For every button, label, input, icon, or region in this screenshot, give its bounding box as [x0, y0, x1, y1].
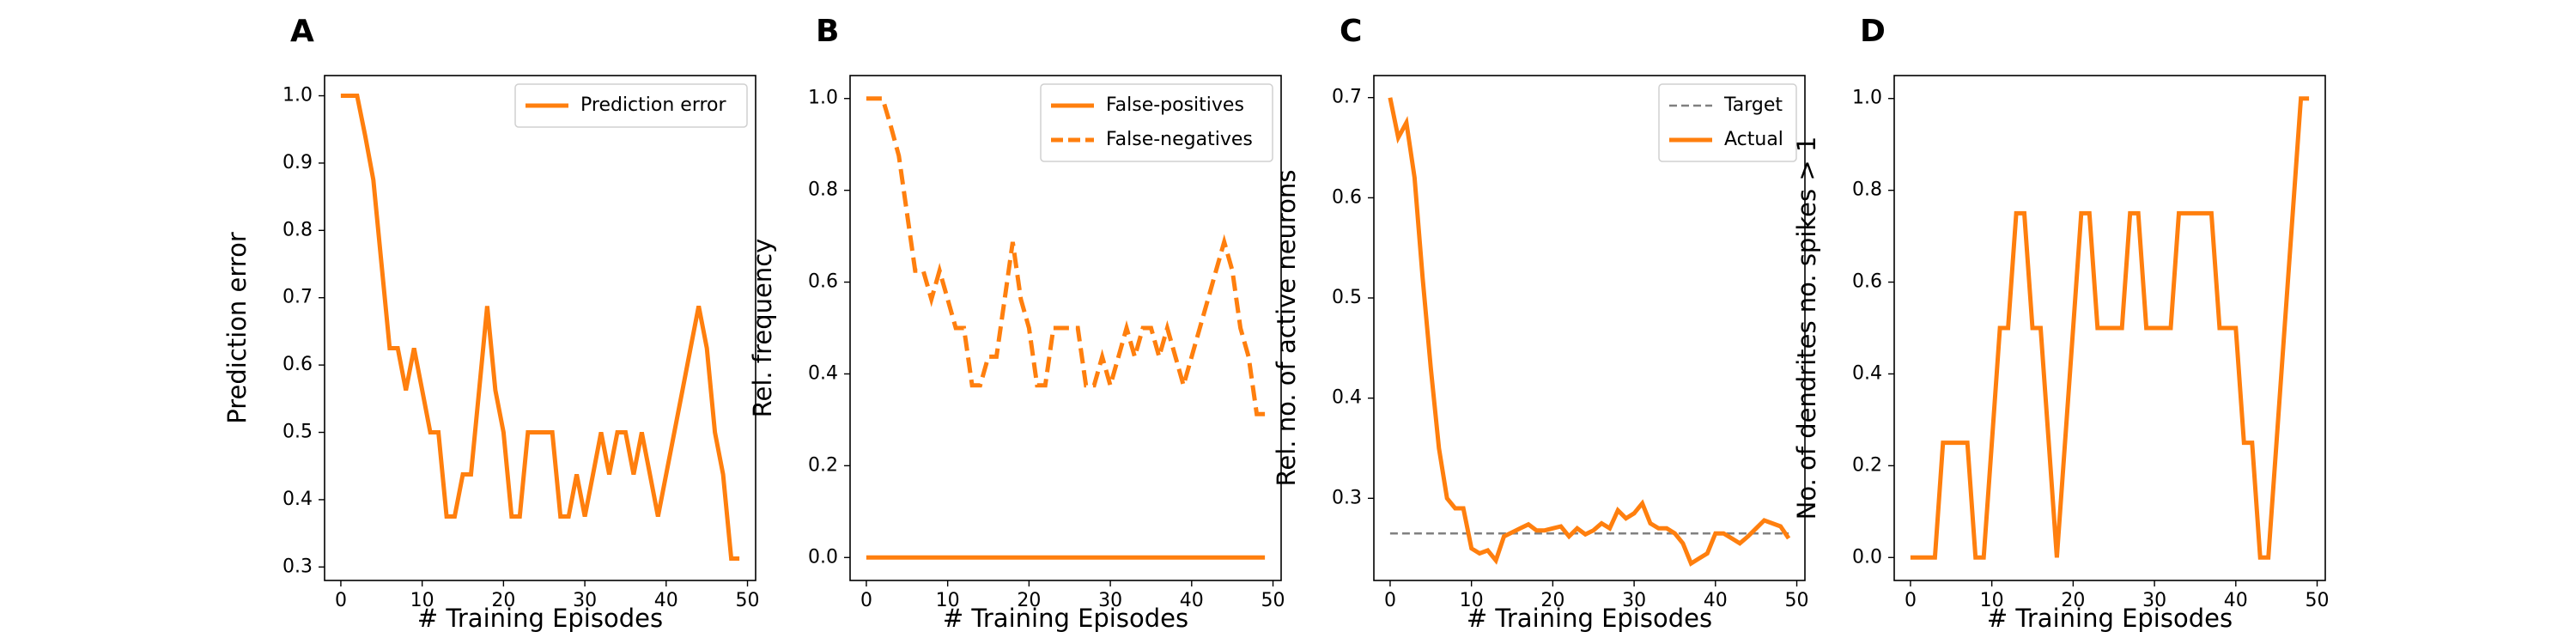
legend-label-c-0: Target	[1723, 94, 1783, 116]
y-tick-label-c: 0.4	[1332, 387, 1362, 409]
y-tick-label-b: 0.2	[808, 454, 838, 476]
legend-c: Target Actual	[1658, 83, 1797, 162]
x-tick-label-c: 10	[1460, 590, 1484, 611]
y-tick-label-a: 0.8	[283, 219, 313, 240]
x-tick-label-b: 30	[1098, 590, 1122, 611]
y-tick-label-d: 0.8	[1852, 179, 1882, 201]
y-tick-label-c: 0.5	[1332, 287, 1362, 308]
legend-b: False-positives False-negatives	[1040, 83, 1273, 162]
x-tick-label-b: 0	[860, 590, 872, 611]
series-line-b-1	[866, 96, 1266, 416]
y-tick-label-a: 0.5	[283, 422, 313, 443]
y-tick-label-a: 0.6	[283, 354, 313, 375]
panel-b: B 0 10 20 30 40 50 0.0 0.2 0.4 0.6 0.8 1.0 # Training…	[748, 14, 1285, 633]
x-tick-label-d: 10	[1980, 590, 2004, 611]
x-tick-label-a: 40	[654, 590, 678, 611]
legend-label-b-1: False-negatives	[1106, 129, 1253, 150]
legend-a: Prediction error	[514, 83, 748, 128]
panel-a: A 0 10 20 30 40 50 0.3 0.4 0.5 0.6 0.7 0.8 0.9 1.0 # Tr…	[222, 14, 760, 633]
x-tick-label-a: 0	[335, 590, 347, 611]
x-tick-label-d: 30	[2142, 590, 2166, 611]
x-axis-label-b: # Training Episodes	[943, 604, 1188, 633]
x-tick-label-c: 50	[1785, 590, 1809, 611]
axes-frame-a	[324, 75, 756, 581]
x-tick-label-d: 40	[2224, 590, 2248, 611]
x-tick-label-b: 50	[1261, 590, 1285, 611]
panel-letter-c: C	[1340, 14, 1362, 49]
panel-letter-a: A	[290, 14, 314, 49]
y-tick-label-c: 0.7	[1332, 87, 1362, 108]
legend-label-a-0: Prediction error	[580, 94, 726, 116]
x-tick-label-a: 10	[410, 590, 434, 611]
y-tick-label-a: 0.7	[283, 287, 313, 308]
y-tick-label-d: 0.4	[1852, 362, 1882, 384]
y-axis-label-b: Rel. frequency	[748, 239, 777, 418]
x-axis-label-d: # Training Episodes	[1987, 604, 2233, 633]
y-tick-label-b: 0.8	[808, 179, 838, 201]
x-tick-label-d: 20	[2061, 590, 2085, 611]
x-tick-label-d: 0	[1905, 590, 1917, 611]
y-tick-label-b: 0.6	[808, 271, 838, 293]
x-tick-label-d: 50	[2306, 590, 2330, 611]
x-tick-label-a: 50	[736, 590, 760, 611]
x-tick-label-c: 20	[1540, 590, 1564, 611]
x-tick-label-c: 30	[1622, 590, 1646, 611]
x-tick-label-a: 30	[573, 590, 597, 611]
series-line-d-0	[1910, 96, 2310, 560]
y-axis-label-d: No. of dendrites no. spikes > 1	[1792, 137, 1821, 520]
x-tick-label-b: 10	[936, 590, 960, 611]
x-axis-label-c: # Training Episodes	[1467, 604, 1712, 633]
y-tick-label-d: 0.6	[1852, 271, 1882, 293]
y-tick-label-b: 0.4	[808, 362, 838, 384]
legend-box-b	[1040, 83, 1273, 162]
y-tick-label-d: 0.2	[1852, 454, 1882, 476]
series-line-a-0	[340, 94, 740, 561]
y-tick-label-a: 0.3	[283, 556, 313, 577]
x-axis-label-a: # Training Episodes	[417, 604, 663, 633]
y-axis-label-a: Prediction error	[222, 232, 252, 424]
y-tick-label-a: 0.4	[283, 489, 313, 510]
panel-c: C 0 10 20 30 40 50 0.3 0.4 0.5 0.6 0.7 # Training Ep…	[1272, 14, 1809, 633]
legend-label-b-0: False-positives	[1106, 94, 1244, 116]
x-tick-label-c: 0	[1384, 590, 1396, 611]
series-line-c-1	[1388, 97, 1791, 567]
y-tick-label-c: 0.6	[1332, 186, 1362, 208]
x-tick-label-c: 40	[1704, 590, 1728, 611]
panel-letter-b: B	[816, 14, 839, 49]
y-axis-label-c: Rel. no. of active neurons	[1272, 170, 1301, 487]
y-tick-label-a: 1.0	[283, 85, 313, 106]
axes-frame-b	[849, 75, 1282, 581]
panel-letter-d: D	[1860, 14, 1886, 49]
x-tick-label-a: 20	[491, 590, 515, 611]
panel-d: D 0 10 20 30 40 50 0.0 0.2 0.4 0.6 0.8 1.0 # Training…	[1792, 14, 2330, 633]
x-tick-label-b: 40	[1180, 590, 1204, 611]
y-tick-label-a: 0.9	[283, 152, 313, 173]
y-tick-label-d: 1.0	[1852, 88, 1882, 109]
y-tick-label-b: 0.0	[808, 546, 838, 568]
y-tick-label-d: 0.0	[1852, 546, 1882, 568]
axes-frame-c	[1373, 75, 1806, 581]
y-tick-label-b: 1.0	[808, 88, 838, 109]
legend-label-c-1: Actual	[1724, 129, 1783, 150]
x-tick-label-b: 20	[1017, 590, 1041, 611]
legend-box-a	[514, 83, 748, 128]
y-tick-label-c: 0.3	[1332, 487, 1362, 508]
axes-frame-d	[1893, 75, 2326, 581]
